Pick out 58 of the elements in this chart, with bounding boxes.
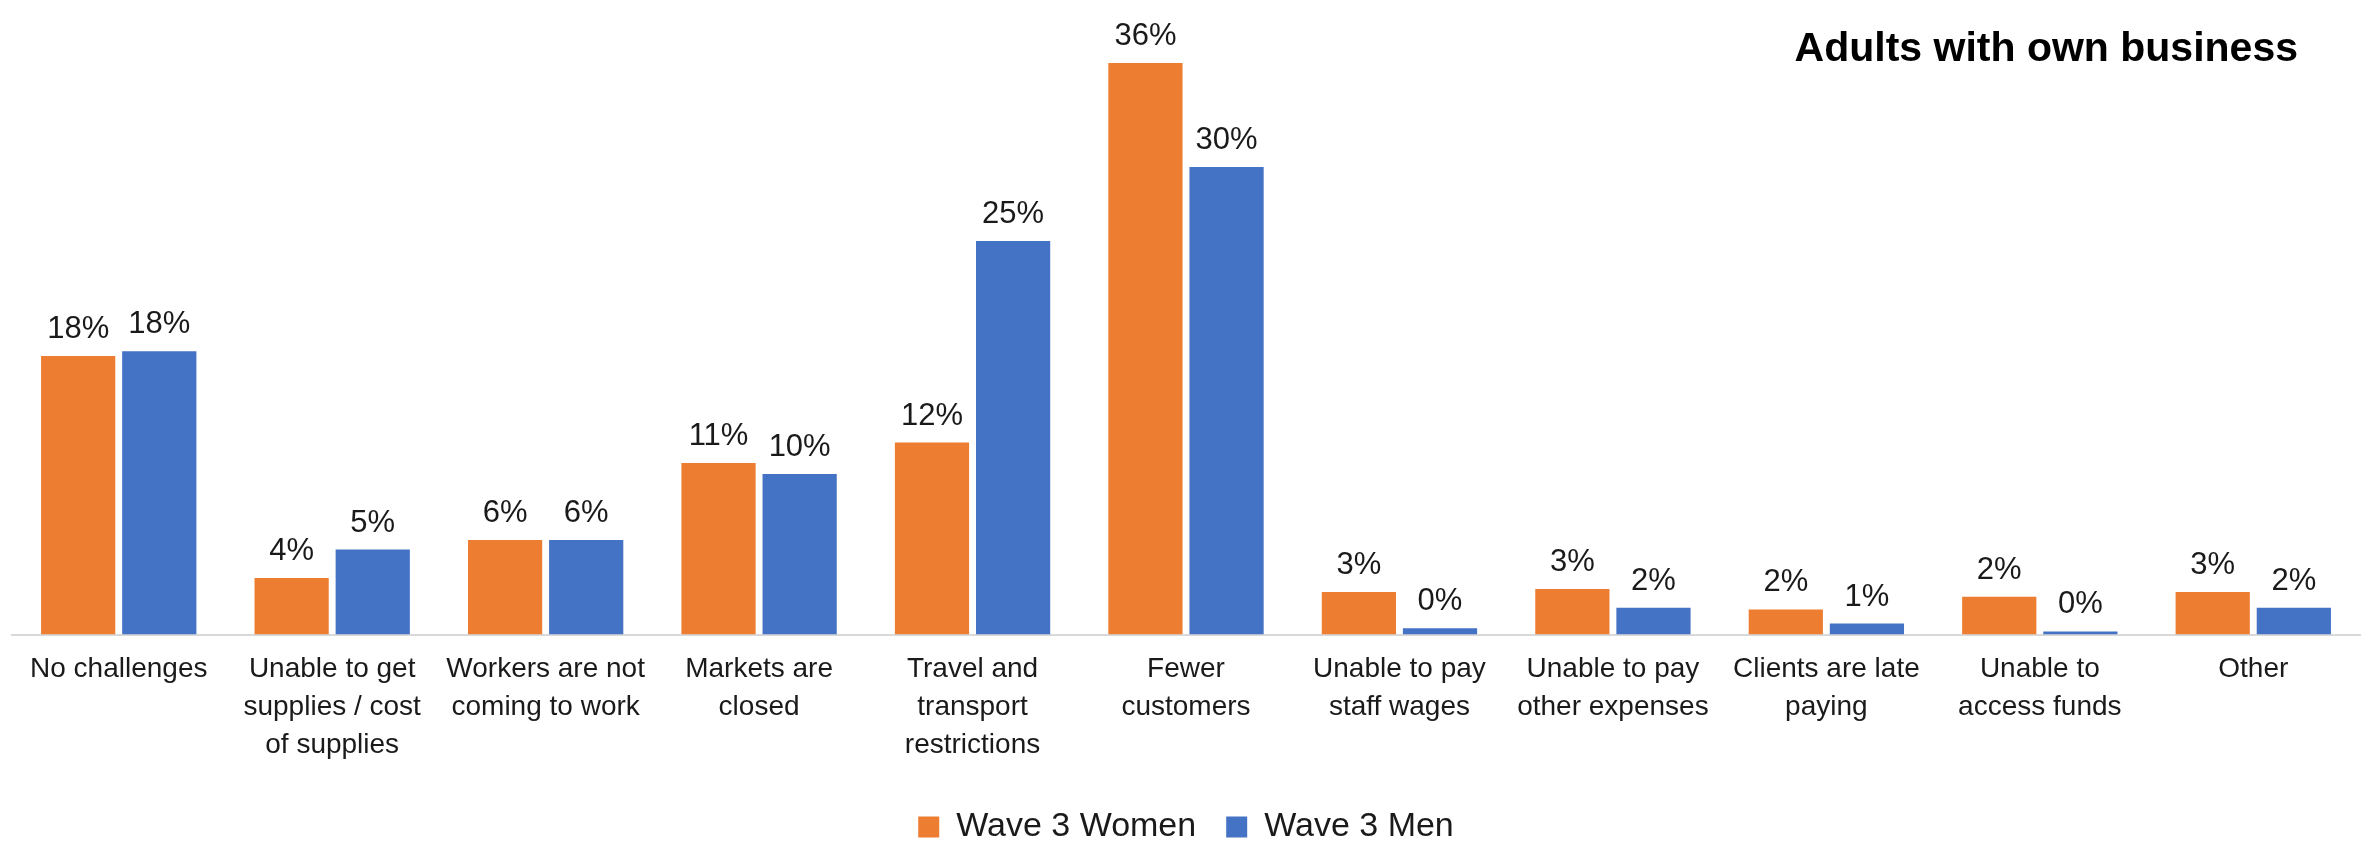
bar (1616, 607, 1691, 635)
bar (549, 540, 624, 635)
bar (1189, 166, 1264, 635)
x-tick-label: Fewer customers (1121, 652, 1251, 722)
bar (2256, 607, 2331, 635)
x-tick-label: Other (2218, 652, 2289, 684)
x-tick-label: Markets are closed (685, 652, 833, 722)
data-label: 30% (1195, 120, 1258, 156)
bar (1321, 592, 1397, 635)
data-label: 2% (1976, 550, 2022, 586)
data-label: 5% (350, 503, 396, 539)
data-label: 3% (1336, 546, 1382, 582)
data-label: 2% (2271, 561, 2317, 597)
data-label: 10% (768, 428, 831, 464)
data-label: 0% (2057, 585, 2103, 621)
bar (122, 351, 197, 635)
data-label: 0% (1417, 582, 1463, 618)
bar (254, 577, 329, 635)
data-label: 4% (269, 531, 315, 567)
data-label: 18% (128, 305, 191, 341)
x-tick-label: Travel and transport restrictions (904, 652, 1041, 759)
bar (1748, 609, 1823, 635)
data-label: 12% (900, 396, 964, 432)
data-label: 3% (1549, 542, 1595, 578)
x-tick-label: Unable to access funds (1958, 652, 2122, 722)
x-tick-label: Unable to pay staff wages (1313, 652, 1486, 722)
x-tick-label: No challenges (30, 652, 208, 684)
data-label: 2% (1763, 563, 1809, 599)
x-tick-label: Workers are not coming to work (446, 652, 646, 722)
bar (681, 462, 756, 635)
bar (41, 355, 116, 635)
bar (335, 549, 410, 635)
bar (894, 442, 970, 635)
x-tick-label: Clients are late paying (1732, 652, 1920, 722)
data-label: 2% (1631, 561, 1676, 597)
legend-label: Wave 3 Men (1264, 805, 1454, 844)
data-label: 3% (2190, 546, 2236, 582)
data-label: 11% (688, 417, 749, 453)
data-label: 6% (482, 494, 528, 530)
bar (975, 240, 1051, 635)
data-label: 6% (563, 494, 609, 530)
bar (1108, 63, 1183, 635)
bar (762, 473, 837, 635)
bar (1402, 628, 1478, 635)
bar (1535, 588, 1610, 635)
data-label: 25% (982, 194, 1045, 230)
bar (467, 540, 543, 635)
chart-title: Adults with own business (1794, 24, 2298, 70)
x-tick-label: Unable to get supplies / cost of supplies (243, 652, 422, 759)
bar (2175, 592, 2250, 635)
data-label: 36% (1114, 17, 1177, 53)
data-label: 1% (1844, 577, 1890, 613)
legend-label: Wave 3 Women (956, 805, 1197, 844)
x-tick-label: Unable to pay other expenses (1517, 652, 1709, 722)
bar (1962, 596, 2037, 635)
data-label: 18% (47, 309, 110, 345)
bar (1829, 623, 1905, 635)
bar (2043, 631, 2118, 635)
